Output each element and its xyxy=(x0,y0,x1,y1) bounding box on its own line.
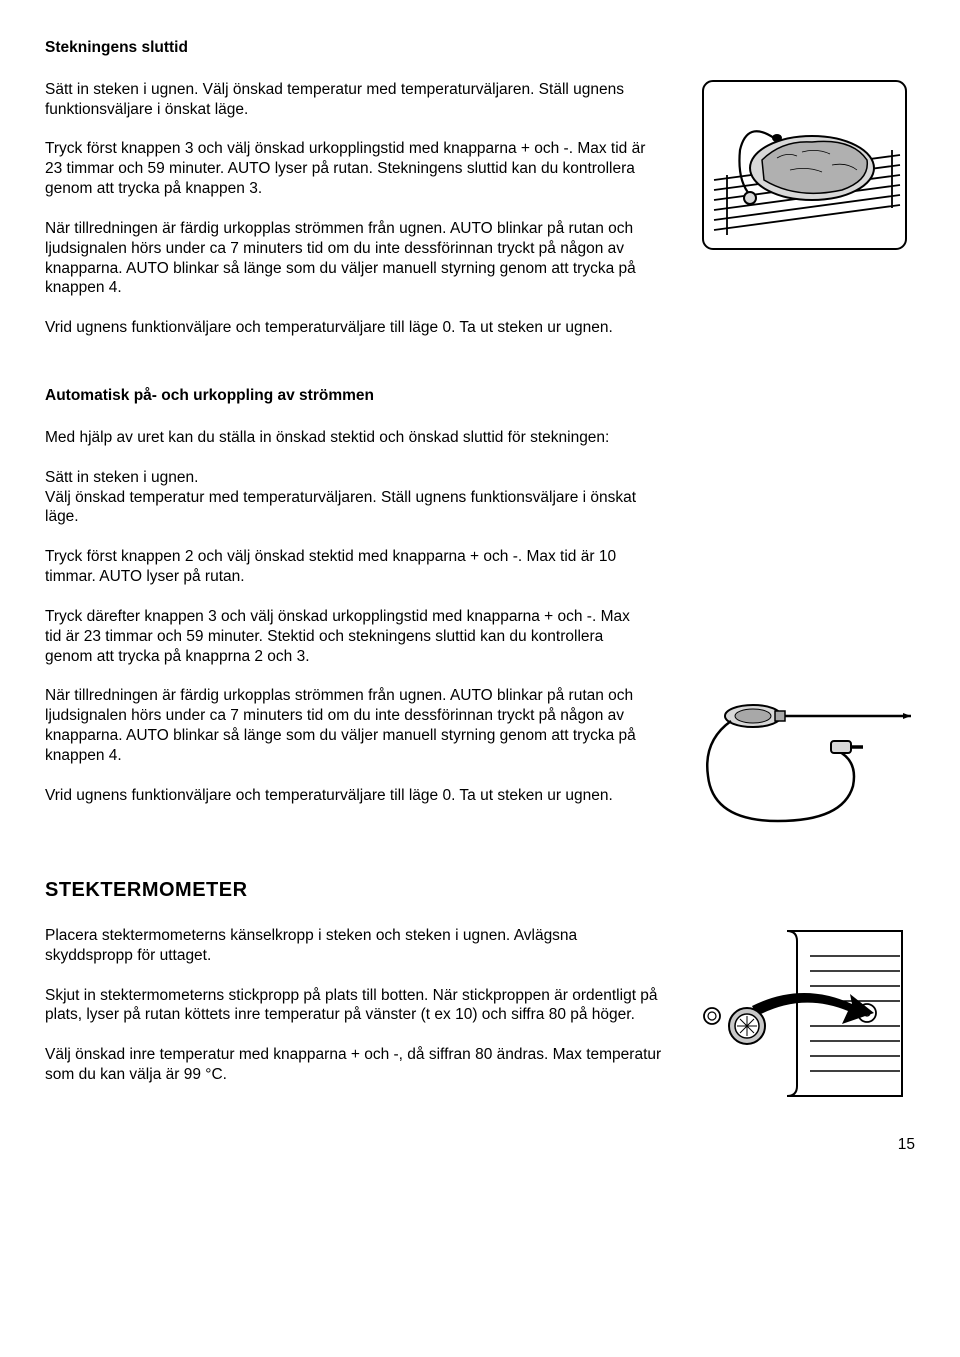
section2-p1: Med hjälp av uret kan du ställa in önska… xyxy=(45,428,645,448)
section2-p4: Tryck därefter knappen 3 och välj önskad… xyxy=(45,607,645,666)
thermometer-probe-illustration xyxy=(693,686,915,836)
section1-p3: När tillredningen är färdig urkopplas st… xyxy=(45,219,665,298)
roast-in-oven-illustration xyxy=(702,80,907,250)
section2-p6: Vrid ugnens funktionväljare och temperat… xyxy=(45,786,665,806)
section2-p2: Sätt in steken i ugnen. Välj önskad temp… xyxy=(45,468,645,527)
page-number: 15 xyxy=(45,1135,915,1155)
section2-heading: Automatisk på- och urkoppling av strömme… xyxy=(45,386,915,406)
section1-p2: Tryck först knappen 3 och välj önskad ur… xyxy=(45,139,665,198)
section1-p1: Sätt in steken i ugnen. Välj önskad temp… xyxy=(45,80,665,120)
section1-heading: Stekningens sluttid xyxy=(45,38,915,58)
section3-p3: Välj önskad inre temperatur med knapparn… xyxy=(45,1045,665,1085)
section3-p2: Skjut in stektermometerns stickpropp på … xyxy=(45,986,665,1026)
section3-p1: Placera stektermometerns känselkropp i s… xyxy=(45,926,665,966)
oven-socket-illustration xyxy=(702,926,907,1101)
section1-p4: Vrid ugnens funktionväljare och temperat… xyxy=(45,318,665,338)
section3-heading: STEKTERMOMETER xyxy=(45,878,915,904)
section2-p3: Tryck först knappen 2 och välj önskad st… xyxy=(45,547,645,587)
section2-p5: När tillredningen är färdig urkopplas st… xyxy=(45,686,665,765)
